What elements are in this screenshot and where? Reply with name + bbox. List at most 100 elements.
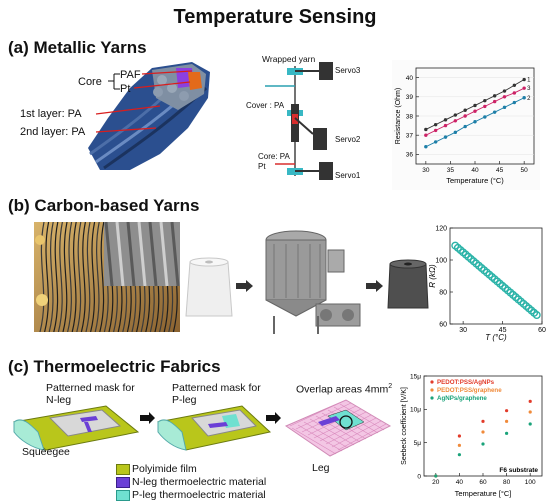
data-point [505, 419, 509, 423]
arrow-right-icon [140, 412, 155, 424]
carbon-fiber-strand [76, 222, 82, 332]
sem-fiber [148, 222, 158, 287]
mesh-line [291, 427, 337, 455]
core-bracket [108, 73, 120, 90]
wrapped-yarn-label: Wrapped yarn [262, 54, 316, 64]
yarn-wrapping-machine [265, 62, 333, 180]
data-point [433, 122, 438, 127]
layer2-pointer [95, 127, 157, 133]
layer1-label: 1st layer: PA [20, 108, 82, 120]
legend-entry: PEDOT:PSS/AgNPs [437, 379, 495, 386]
spool-body [185, 261, 233, 317]
data-point [483, 104, 487, 109]
mesh-line [337, 423, 387, 451]
pt-label: Pt [120, 83, 131, 95]
x-tick-label: 60 [538, 327, 546, 334]
data-point [483, 98, 487, 103]
mesh-line [339, 403, 385, 431]
carbon-fiber-strand [80, 222, 86, 332]
data-point [424, 127, 428, 132]
carbon-fiber-strand [67, 222, 73, 332]
chart-panel [392, 60, 540, 190]
fiber-cross-section [179, 91, 189, 101]
overlap-label: Overlap areas 4mm2 [296, 383, 392, 396]
x-tick-label: 50 [521, 167, 529, 174]
y-axis-label: R (kΩ) [428, 264, 437, 288]
legend-marker [430, 380, 434, 384]
y-tick-label: 60 [439, 322, 447, 329]
pt-core [188, 72, 202, 90]
spool-body [387, 263, 429, 309]
data-point [443, 123, 448, 128]
data-point [443, 135, 448, 139]
servo3-motor [319, 62, 333, 80]
data-point [528, 422, 532, 426]
carbon-fiber-strand [53, 222, 59, 332]
y-tick-label: 40 [406, 75, 414, 82]
data-point [522, 86, 526, 90]
y-tick-label: 37 [406, 133, 414, 140]
legend-pleg: P-leg thermoelectric material [132, 489, 266, 501]
data-point [502, 95, 507, 99]
servo2-label: Servo2 [335, 135, 361, 144]
y-tick-label: 36 [406, 152, 414, 159]
legend-marker [430, 396, 434, 400]
data-point [528, 399, 532, 403]
legend-entry: PEDOT:PSS/graphene [437, 387, 502, 394]
overlap-marker [339, 415, 353, 429]
carbon-fiber-strand [57, 222, 63, 332]
data-point [502, 105, 507, 110]
carbon-fiber-strand [94, 222, 100, 332]
spool-core [404, 262, 412, 266]
data-point [483, 115, 487, 119]
legend-nleg: N-leg thermoelectric material [132, 476, 267, 488]
x-tick-label: 45 [496, 167, 504, 174]
arrow-right-icon [366, 280, 383, 292]
mesh-line [307, 408, 362, 436]
data-point [424, 133, 428, 137]
nleg-leg [318, 416, 340, 426]
arrow-right-icon [266, 412, 281, 424]
data-point [433, 128, 438, 133]
y-tick-label: 5μ [414, 440, 422, 447]
fiber-cross-section [153, 87, 163, 97]
legend-polyimide: Polyimide film [132, 463, 197, 475]
data-point [457, 443, 461, 447]
x-tick-label: 100 [525, 479, 536, 486]
mask-n-label-line1: Patterned mask for [46, 382, 135, 394]
sem-fiber [137, 222, 147, 287]
data-point [453, 119, 458, 123]
y-tick-label: 38 [406, 113, 414, 120]
y-tick-label: 39 [406, 94, 414, 101]
pump-wheel [342, 309, 354, 321]
data-point [433, 140, 438, 144]
data-point [473, 103, 477, 108]
data-point [532, 311, 541, 320]
section-c-heading: (c) Thermoelectric Fabrics [8, 357, 221, 376]
cover-label: Cover : PA [246, 101, 285, 110]
sem-fiber [115, 222, 125, 287]
carbon-fiber-strand [71, 222, 77, 332]
data-point [453, 113, 458, 117]
pt-pointer [133, 81, 191, 89]
mesh-line [297, 424, 343, 452]
substrate-annotation: F6 substrate [499, 467, 538, 474]
layer2-label: 2nd layer: PA [20, 126, 86, 138]
x-axis-label: T (°C) [485, 333, 507, 342]
data-point [492, 94, 497, 98]
data-point [522, 77, 526, 82]
y-tick-label: 0 [417, 473, 421, 480]
x-tick-label: 40 [456, 479, 464, 486]
legend-swatch-nleg [116, 477, 130, 488]
pleg-leg [327, 409, 365, 431]
data-point [463, 108, 467, 112]
servo1-label: Servo1 [335, 171, 361, 180]
section-a-heading: (a) Metallic Yarns [8, 38, 147, 57]
carbon-fiber-strand [62, 222, 68, 332]
x-tick-label: 40 [471, 167, 479, 174]
core-pa-label: Core: PA [258, 152, 290, 161]
fiber-cross-section [167, 83, 177, 93]
plot-frame [449, 227, 543, 325]
mesh-line [309, 418, 355, 446]
